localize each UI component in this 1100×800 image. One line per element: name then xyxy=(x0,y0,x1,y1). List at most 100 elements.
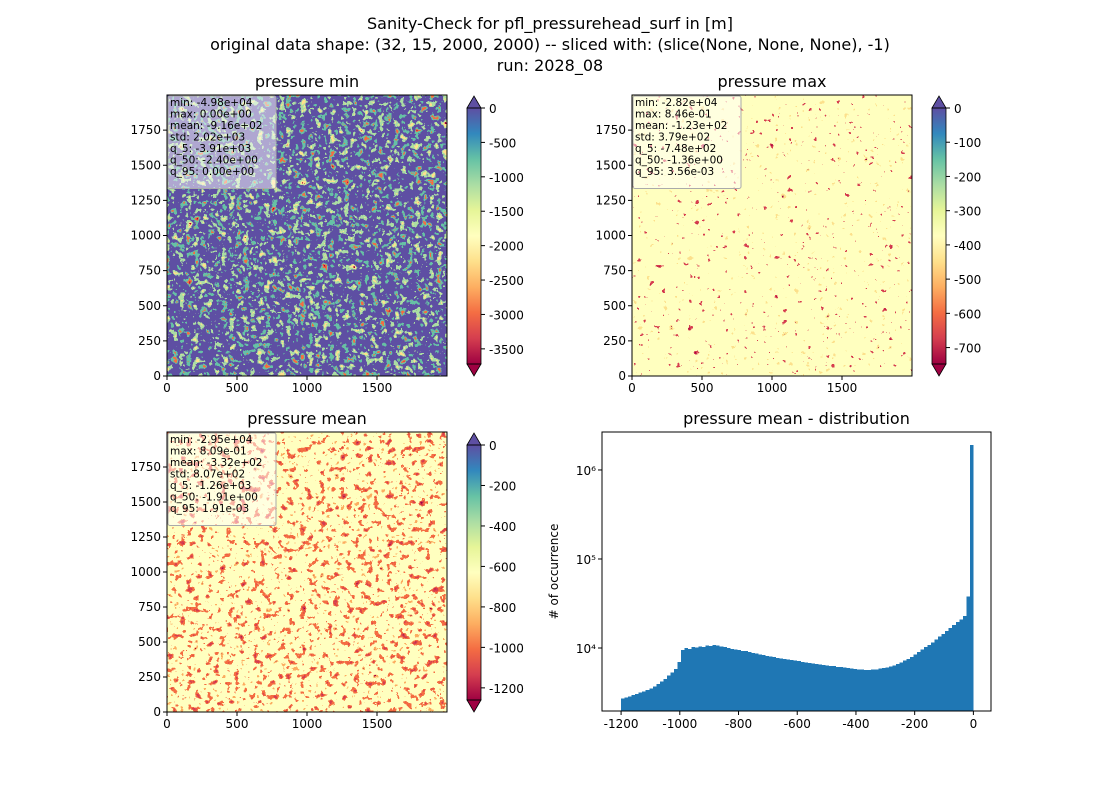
histogram-bar xyxy=(839,667,844,711)
histogram-bar xyxy=(705,645,710,711)
x-tick-label: 0 xyxy=(628,381,636,395)
histogram-bar xyxy=(793,660,798,711)
histogram-bar xyxy=(652,686,657,711)
colorbar-tick-label: -2000 xyxy=(489,240,524,254)
stats-text: min: -2.82e+04 xyxy=(635,97,718,109)
colorbar-tick-label: -1500 xyxy=(489,205,524,219)
histogram-bar xyxy=(677,661,681,711)
histogram-bar xyxy=(913,654,918,711)
histogram-bar xyxy=(790,660,794,711)
colorbar-tick-label: 0 xyxy=(489,102,497,116)
stats-text: q_5: -7.48e+02 xyxy=(635,143,716,155)
y-tick-label: 10⁴ xyxy=(576,642,596,656)
axes-title: pressure max xyxy=(717,72,826,91)
histogram-bar xyxy=(857,669,861,711)
histogram-bar xyxy=(878,668,882,711)
histogram-bar xyxy=(962,615,967,711)
x-tick-label: 500 xyxy=(226,717,249,731)
stats-text: mean: -1.23e+02 xyxy=(635,120,727,132)
histogram-bar xyxy=(892,665,896,711)
x-tick-label: 500 xyxy=(226,381,249,395)
y-tick-label: 250 xyxy=(138,334,161,348)
histogram-bar xyxy=(885,667,889,711)
y-tick-label: 1250 xyxy=(130,193,161,207)
colorbar xyxy=(467,108,481,364)
histogram-bar xyxy=(846,668,851,711)
histogram-bar xyxy=(804,662,808,711)
histogram-bar xyxy=(649,688,653,711)
y-tick-label: 1750 xyxy=(595,123,626,137)
histogram-bar xyxy=(726,647,731,711)
histogram-bar xyxy=(821,664,826,711)
histogram-bar xyxy=(888,666,893,711)
stats-text: mean: -9.16e+02 xyxy=(170,120,262,132)
stats-text: max: 8.46e-01 xyxy=(635,109,712,121)
colorbar-tick-label: -1000 xyxy=(489,171,524,185)
colorbar-tick-label: -300 xyxy=(954,205,981,219)
histogram-bar xyxy=(624,697,629,711)
histogram-bar xyxy=(941,633,946,711)
histogram-bar xyxy=(871,669,875,711)
histogram-bar xyxy=(776,658,780,711)
histogram-bar xyxy=(680,649,685,711)
histogram-bar xyxy=(673,669,678,711)
histogram-bar xyxy=(867,670,872,711)
histogram-bar xyxy=(663,678,667,711)
histogram-bar xyxy=(638,692,643,711)
axes-title: pressure min xyxy=(255,72,359,91)
y-tick-label: 500 xyxy=(138,299,161,313)
histogram-bar xyxy=(800,661,805,711)
colorbar-tick-label: -100 xyxy=(954,136,981,150)
histogram-bar xyxy=(691,647,696,711)
histogram-bar xyxy=(754,653,759,711)
y-tick-label: 10⁶ xyxy=(576,464,596,478)
x-tick-label: 1000 xyxy=(757,381,788,395)
colorbar-tick-label: -2500 xyxy=(489,274,524,288)
stats-box xyxy=(167,95,277,189)
x-tick-label: 0 xyxy=(163,717,171,731)
histogram-bar xyxy=(659,681,664,711)
colorbar-tick-label: 0 xyxy=(954,102,962,116)
histogram-bar xyxy=(874,669,879,711)
histogram-bar xyxy=(758,654,763,711)
histogram-bar xyxy=(688,648,692,711)
stats-text: q_5: -3.91e+03 xyxy=(170,143,251,155)
stats-text: q_50: -1.36e+00 xyxy=(635,155,723,167)
stats-text: min: -4.98e+04 xyxy=(170,97,253,109)
histogram-bar xyxy=(765,656,770,711)
stats-text: q_50: -1.91e+00 xyxy=(170,492,258,504)
histogram-bar xyxy=(772,657,777,711)
histogram-bar xyxy=(832,666,836,711)
histogram-bar xyxy=(702,646,706,711)
histogram-bar xyxy=(945,630,949,711)
histogram-bar xyxy=(906,659,910,711)
colorbar-frame xyxy=(931,107,947,365)
x-tick-label: -200 xyxy=(901,717,928,731)
y-tick-label: 1000 xyxy=(595,229,626,243)
histogram-bar xyxy=(924,647,928,711)
colorbar-tick-label: -700 xyxy=(954,342,981,356)
suptitle: run: 2028_08 xyxy=(497,56,603,76)
x-tick-label: -1000 xyxy=(662,717,697,731)
histogram-bar xyxy=(920,649,925,711)
histogram-bar xyxy=(818,664,822,711)
colorbar-frame xyxy=(466,107,482,365)
colorbar-tick-label: -200 xyxy=(954,170,981,184)
stats-text: min: -2.95e+04 xyxy=(170,434,253,446)
histogram-bar xyxy=(783,659,787,711)
histogram-bar xyxy=(948,627,953,711)
colorbar-tick-label: 0 xyxy=(489,439,497,453)
axes-title: pressure mean xyxy=(247,409,367,428)
y-tick-label: 1250 xyxy=(595,193,626,207)
histogram-bar xyxy=(927,645,932,711)
y-axis-label: # of occurrence xyxy=(547,524,561,620)
stats-text: q_50: -2.40e+00 xyxy=(170,155,258,167)
stats-box xyxy=(632,95,742,189)
histogram-bar xyxy=(934,639,939,711)
histogram-bar xyxy=(670,672,674,711)
histogram-bar xyxy=(642,691,646,711)
histogram-bar xyxy=(733,649,738,711)
histogram-bar xyxy=(744,651,748,711)
histogram-bar xyxy=(698,646,703,711)
